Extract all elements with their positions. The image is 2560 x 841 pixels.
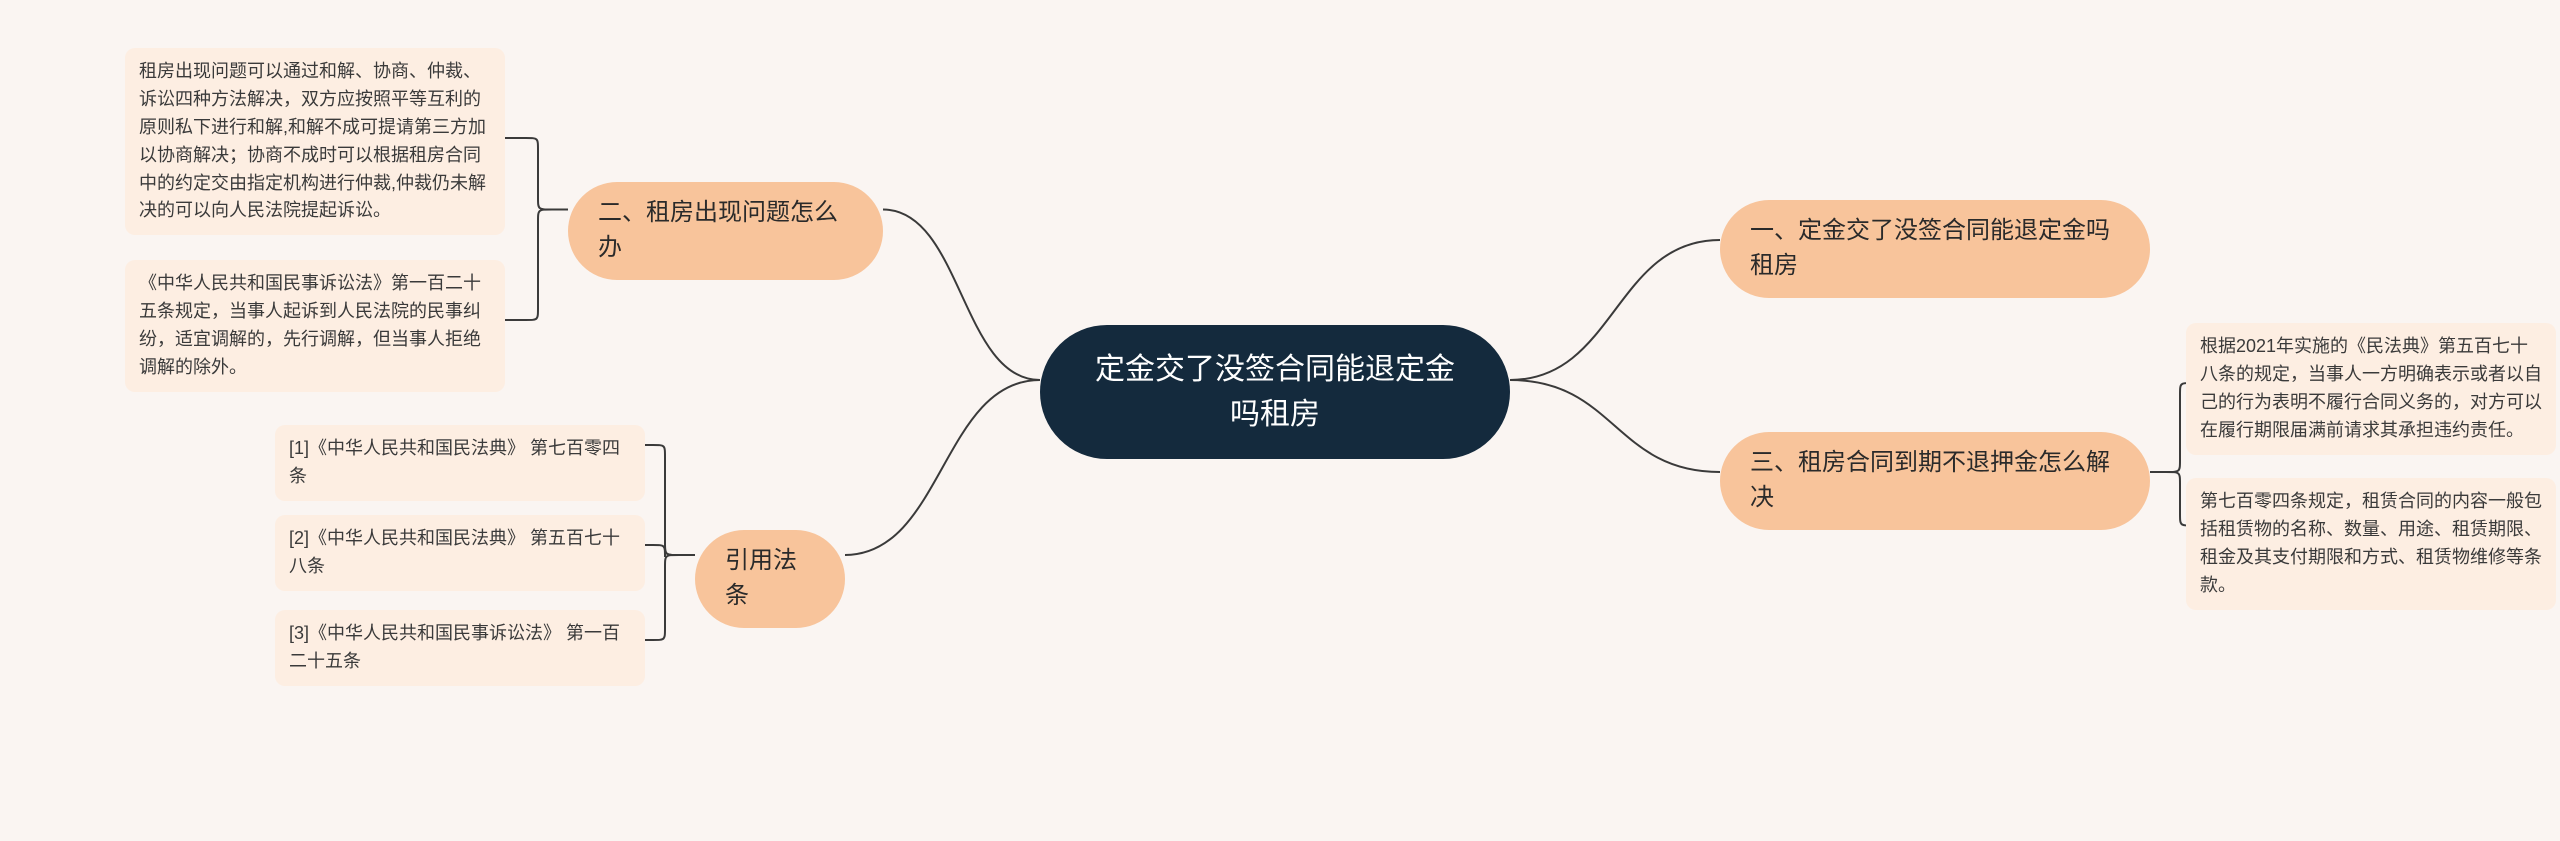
branch-right-1: 三、租房合同到期不退押金怎么解决 <box>1720 432 2150 530</box>
branch-left-0-label: 二、租房出现问题怎么办 <box>598 196 853 266</box>
leaf-left-0-1-label: 《中华人民共和国民事诉讼法》第一百二十五条规定，当事人起诉到人民法院的民事纠纷，… <box>139 270 491 382</box>
leaf-right-1-1-label: 第七百零四条规定，租赁合同的内容一般包括租赁物的名称、数量、用途、租赁期限、租金… <box>2200 488 2542 600</box>
center-node: 定金交了没签合同能退定金吗租房 <box>1040 325 1510 459</box>
branch-right-1-label: 三、租房合同到期不退押金怎么解决 <box>1750 446 2120 516</box>
branch-right-0: 一、定金交了没签合同能退定金吗租房 <box>1720 200 2150 298</box>
leaf-left-1-0-label: [1]《中华人民共和国民法典》 第七百零四条 <box>289 435 631 491</box>
branch-right-0-label: 一、定金交了没签合同能退定金吗租房 <box>1750 214 2120 284</box>
branch-left-1: 引用法条 <box>695 530 845 628</box>
leaf-left-1-2: [3]《中华人民共和国民事诉讼法》 第一百二十五条 <box>275 610 645 686</box>
center-node-label: 定金交了没签合同能退定金吗租房 <box>1088 347 1462 437</box>
leaf-left-0-0-label: 租房出现问题可以通过和解、协商、仲裁、诉讼四种方法解决，双方应按照平等互利的原则… <box>139 58 491 225</box>
branch-left-1-label: 引用法条 <box>725 544 815 614</box>
leaf-left-1-1-label: [2]《中华人民共和国民法典》 第五百七十八条 <box>289 525 631 581</box>
leaf-right-1-0-label: 根据2021年实施的《民法典》第五百七十八条的规定，当事人一方明确表示或者以自己… <box>2200 333 2542 445</box>
leaf-left-0-1: 《中华人民共和国民事诉讼法》第一百二十五条规定，当事人起诉到人民法院的民事纠纷，… <box>125 260 505 392</box>
mindmap-canvas: 定金交了没签合同能退定金吗租房 一、定金交了没签合同能退定金吗租房三、租房合同到期… <box>0 0 2560 841</box>
leaf-left-0-0: 租房出现问题可以通过和解、协商、仲裁、诉讼四种方法解决，双方应按照平等互利的原则… <box>125 48 505 235</box>
leaf-left-1-0: [1]《中华人民共和国民法典》 第七百零四条 <box>275 425 645 501</box>
leaf-left-1-2-label: [3]《中华人民共和国民事诉讼法》 第一百二十五条 <box>289 620 631 676</box>
leaf-left-1-1: [2]《中华人民共和国民法典》 第五百七十八条 <box>275 515 645 591</box>
leaf-right-1-1: 第七百零四条规定，租赁合同的内容一般包括租赁物的名称、数量、用途、租赁期限、租金… <box>2186 478 2556 610</box>
branch-left-0: 二、租房出现问题怎么办 <box>568 182 883 280</box>
leaf-right-1-0: 根据2021年实施的《民法典》第五百七十八条的规定，当事人一方明确表示或者以自己… <box>2186 323 2556 455</box>
